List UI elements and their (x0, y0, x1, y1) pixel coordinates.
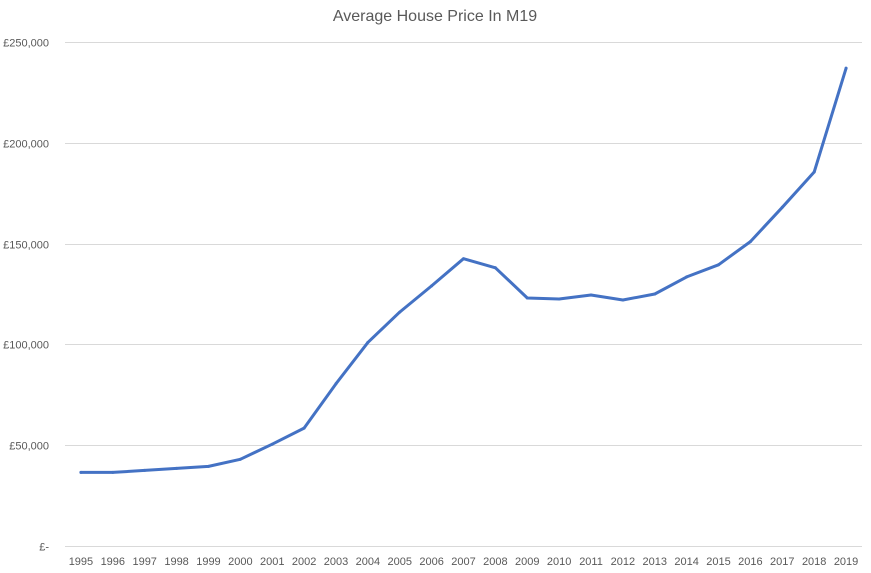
series-lines (79, 66, 848, 474)
x-tick-label: 2009 (515, 556, 539, 568)
x-tick-label: 1996 (101, 556, 125, 568)
data-point (525, 296, 529, 300)
x-tick-label: 2004 (356, 556, 380, 568)
data-point (111, 470, 115, 474)
x-axis-tick-labels: 1995 1996 1997 1998 1999 2000 2001 2002 2003 2004… (69, 556, 859, 568)
x-tick-label: 2007 (451, 556, 475, 568)
data-point (302, 426, 306, 430)
x-tick-label: 2008 (483, 556, 507, 568)
data-point (780, 205, 784, 209)
y-tick-label: £250,000 (3, 38, 49, 50)
data-point (79, 470, 83, 474)
data-point (143, 468, 147, 472)
data-point (589, 293, 593, 297)
y-tick-label: £100,000 (3, 340, 49, 352)
x-tick-label: 2018 (802, 556, 826, 568)
data-point (557, 297, 561, 301)
data-point (812, 170, 816, 174)
x-tick-label: 2017 (770, 556, 794, 568)
x-tick-label: 2016 (738, 556, 762, 568)
x-tick-label: 2000 (228, 556, 252, 568)
x-tick-label: 2010 (547, 556, 571, 568)
x-tick-label: 2014 (674, 556, 698, 568)
data-point (206, 464, 210, 468)
x-tick-label: 2019 (834, 556, 858, 568)
data-point (270, 442, 274, 446)
data-point (844, 66, 848, 70)
data-point (366, 340, 370, 344)
data-point (334, 382, 338, 386)
data-point (462, 257, 465, 261)
chart-title: Average House Price In M19 (333, 8, 537, 25)
data-point (748, 240, 752, 244)
x-tick-label: 2005 (387, 556, 411, 568)
x-tick-label: 1998 (164, 556, 188, 568)
y-tick-label: £200,000 (3, 139, 49, 151)
gridlines (65, 42, 862, 446)
data-point (238, 457, 242, 461)
data-point (430, 284, 434, 288)
data-point (493, 266, 497, 270)
x-tick-label: 2003 (324, 556, 348, 568)
x-tick-label: 2015 (706, 556, 730, 568)
x-tick-label: 2011 (579, 556, 603, 568)
y-axis-tick-labels: £- £50,000 £100,000 £150,000 £200,000 £250,00… (3, 38, 49, 554)
data-point (717, 263, 721, 267)
x-tick-label: 2006 (419, 556, 443, 568)
data-point (653, 292, 657, 296)
x-tick-label: 2013 (643, 556, 667, 568)
x-tick-label: 2001 (260, 556, 284, 568)
data-point (175, 466, 179, 470)
data-point (685, 275, 689, 279)
x-tick-label: 2012 (611, 556, 635, 568)
data-point (621, 298, 625, 302)
y-tick-label: £- (39, 542, 49, 554)
x-tick-label: 1995 (69, 556, 93, 568)
y-tick-label: £50,000 (9, 441, 49, 453)
y-tick-label: £150,000 (3, 240, 49, 252)
series-line (79, 66, 848, 474)
x-tick-label: 2002 (292, 556, 316, 568)
x-tick-label: 1999 (196, 556, 220, 568)
data-point (398, 310, 402, 314)
x-tick-label: 1997 (132, 556, 156, 568)
